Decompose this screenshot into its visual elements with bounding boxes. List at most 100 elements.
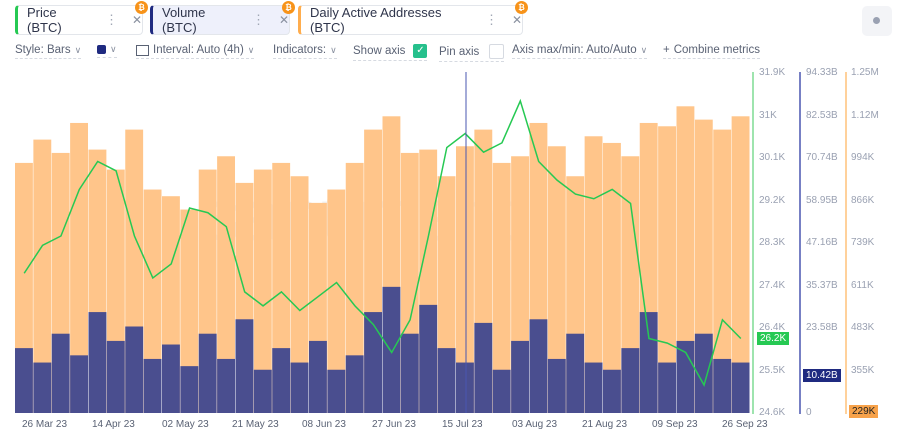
daa-bar: [492, 162, 511, 413]
volume-bar: [419, 304, 438, 413]
price-tick-label: 26.4K: [759, 322, 786, 333]
daa-bar: [345, 162, 364, 413]
chevron-down-icon: ∨: [110, 44, 117, 54]
volume-bar: [529, 319, 548, 413]
volume-tick-label: 0: [806, 407, 812, 418]
volume-bar: [106, 340, 125, 413]
price-tick-label: 29.2K: [759, 194, 786, 206]
volume-bar: [456, 362, 474, 413]
daa-bar: [603, 142, 621, 413]
checkbox-icon[interactable]: [489, 44, 505, 59]
price-tick-label: 28.3K: [759, 237, 786, 248]
price-tick-label: 24.6K: [759, 407, 786, 418]
volume-tick-label: 35.37B: [806, 279, 838, 291]
tab-label: Volume (BTC): [162, 5, 206, 35]
axis-maxmin-label: Axis max/min: Auto/Auto: [512, 44, 637, 56]
daa-tick-label: 1.12M: [851, 109, 879, 121]
volume-bar: [694, 333, 713, 413]
volume-bar: [327, 369, 346, 413]
daa-current-badge: 229K: [849, 405, 879, 418]
daa-tick-label: 1.25M: [851, 67, 879, 78]
daa-bar: [327, 189, 346, 413]
more-icon[interactable]: ⋮: [104, 12, 118, 27]
x-tick-label: 21 May 23: [232, 419, 279, 430]
bitcoin-icon: ₿: [282, 1, 295, 14]
indicators-label: Indicators:: [273, 44, 327, 56]
settings-button[interactable]: [862, 6, 892, 36]
bitcoin-icon: ₿: [135, 1, 148, 14]
volume-bar: [382, 286, 401, 413]
plus-icon: +: [663, 44, 670, 56]
chevron-down-icon: ∨: [640, 44, 648, 55]
daa-tick-label: 866K: [851, 194, 875, 206]
x-tick-label: 26 Mar 23: [22, 419, 68, 430]
volume-bar: [639, 312, 658, 413]
volume-bar: [511, 340, 529, 413]
volume-tick-label: 58.95B: [806, 194, 838, 206]
volume-bar: [547, 358, 566, 413]
volume-bar: [235, 319, 254, 413]
style-label: Style: Bars: [15, 44, 71, 56]
daa-bar: [143, 189, 162, 413]
daa-bar: [713, 129, 732, 414]
axis-maxmin-dropdown[interactable]: Axis max/min: Auto/Auto ∨: [512, 44, 648, 59]
price-current-badge: 26.2K: [757, 332, 790, 346]
volume-bar: [51, 333, 70, 413]
daa-bar: [180, 209, 199, 413]
volume-tick-label: 82.53B: [806, 109, 838, 121]
pin-axis-label: Pin axis: [439, 45, 480, 58]
volume-bar: [566, 333, 585, 413]
daa-bar: [217, 156, 235, 413]
volume-bar: [731, 362, 750, 413]
checkbox-checked-icon[interactable]: ✓: [413, 44, 428, 58]
combine-metrics-button[interactable]: + Combine metrics: [663, 44, 760, 59]
x-tick-label: 03 Aug 23: [512, 419, 558, 430]
volume-bar: [180, 366, 199, 413]
tab-label: Daily Active Addresses (BTC): [310, 5, 442, 35]
volume-bar: [143, 358, 162, 413]
volume-bar: [290, 362, 309, 413]
tab-daily-active-addresses[interactable]: Daily Active Addresses (BTC) ⋮ ✕ ₿: [298, 1, 528, 35]
volume-bar: [492, 369, 511, 413]
color-picker[interactable]: ∨: [97, 44, 117, 58]
daa-bar: [676, 106, 695, 413]
daa-bar: [456, 146, 474, 413]
x-tick-label: 26 Sep 23: [722, 419, 768, 430]
daa-tick-label: 994K: [851, 152, 875, 163]
price-tick-label: 31K: [759, 109, 777, 121]
pin-axis-toggle[interactable]: Pin axis: [439, 44, 505, 62]
x-tick-label: 15 Jul 23: [442, 419, 483, 430]
volume-bar: [474, 322, 493, 413]
tab-price[interactable]: Price (BTC) ⋮ ✕ ₿: [15, 1, 148, 35]
daa-bar: [584, 136, 603, 413]
price-tick-label: 27.4K: [759, 279, 786, 291]
volume-bar: [33, 362, 52, 413]
close-icon[interactable]: ✕: [131, 13, 142, 27]
daa-tick-label: 739K: [851, 237, 875, 248]
price-tick-label: 25.5K: [759, 364, 786, 376]
show-axis-toggle[interactable]: Show axis ✓: [353, 44, 428, 61]
close-icon[interactable]: ✕: [511, 13, 522, 27]
x-tick-label: 21 Aug 23: [582, 419, 628, 430]
x-tick-label: 09 Sep 23: [652, 419, 698, 430]
volume-bar: [125, 326, 144, 413]
close-icon[interactable]: ✕: [278, 13, 289, 27]
volume-bar: [272, 348, 291, 413]
daa-bar: [547, 146, 566, 413]
daa-bar: [70, 122, 88, 414]
tab-volume[interactable]: Volume (BTC) ⋮ ✕ ₿: [150, 1, 295, 35]
indicators-dropdown[interactable]: Indicators: ∨: [273, 44, 337, 59]
chevron-down-icon: ∨: [330, 44, 337, 55]
volume-bar: [162, 344, 180, 413]
more-icon[interactable]: ⋮: [484, 12, 498, 27]
volume-bar: [217, 358, 235, 413]
volume-bar: [70, 355, 88, 413]
interval-dropdown[interactable]: Interval: Auto (4h) ∨: [136, 44, 255, 59]
volume-bar: [658, 362, 676, 413]
style-dropdown[interactable]: Style: Bars ∨: [15, 44, 82, 59]
price-tick-label: 31.9K: [759, 67, 786, 78]
tab-label: Price (BTC): [27, 5, 62, 35]
price-line: [23, 98, 742, 387]
more-icon[interactable]: ⋮: [251, 12, 265, 27]
